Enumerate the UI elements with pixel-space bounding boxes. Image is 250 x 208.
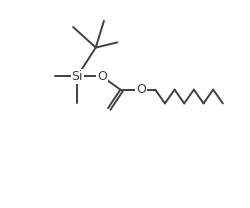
Text: O: O [96,70,106,83]
Text: O: O [136,83,145,96]
Text: Si: Si [71,70,83,83]
